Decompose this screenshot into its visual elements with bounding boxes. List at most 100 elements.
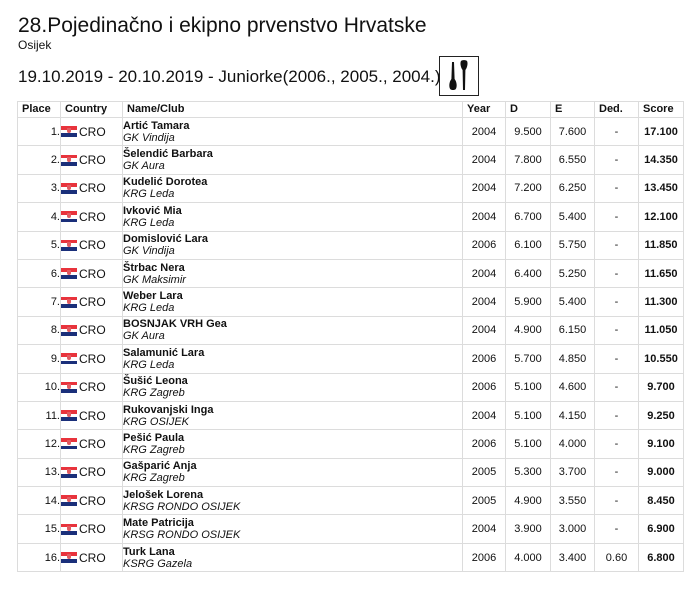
place-cell: 4. xyxy=(17,202,61,232)
deduction-cell: - xyxy=(594,514,639,544)
place-cell: 10. xyxy=(17,372,61,402)
d-score-cell: 5.100 xyxy=(505,372,551,402)
e-score-cell: 3.550 xyxy=(550,486,595,516)
name-club-cell: Pešić Paula KRG Zagreb xyxy=(122,429,463,459)
place-cell: 2. xyxy=(17,145,61,175)
place-cell: 14. xyxy=(17,486,61,516)
table-row: 4. CRO Ivković Mia KRG Leda 2004 6.700 5.400-1… xyxy=(17,202,684,232)
country-cell: CRO xyxy=(60,145,123,175)
club-name: KRG Leda xyxy=(123,302,175,315)
athlete-name: Jelošek Lorena xyxy=(123,488,204,501)
place-cell: 1. xyxy=(17,116,61,147)
d-score-cell: 4.900 xyxy=(505,315,551,346)
name-club-cell: Mate Patricija KRSG RONDO OSIJEK xyxy=(122,514,463,544)
table-row: 6. CRO Štrbac Nera GK Maksimir 2004 6.400 5.25… xyxy=(17,258,684,289)
table-row: 1. CRO Artić Tamara GK Vindija 2004 9.500 7.60… xyxy=(17,116,684,147)
competition-city: Osijek xyxy=(18,38,52,52)
croatia-flag-icon xyxy=(61,268,77,280)
column-header-d: D xyxy=(505,101,551,118)
name-club-cell: Domislović Lara GK Vindija xyxy=(122,230,463,260)
name-club-cell: Jelošek Lorena KRSG RONDO OSIJEK xyxy=(122,486,463,516)
name-club-cell: Ivković Mia KRG Leda xyxy=(122,202,463,232)
year-cell: 2005 xyxy=(462,457,506,488)
table-row: 9. CRO Salamunić Lara KRG Leda 2006 5.700 4.85… xyxy=(17,344,684,374)
e-score-cell: 3.000 xyxy=(550,514,595,544)
country-cell: CRO xyxy=(60,542,123,573)
country-code: CRO xyxy=(79,351,106,366)
d-score-cell: 4.000 xyxy=(505,542,551,573)
country-cell: CRO xyxy=(60,258,123,289)
country-code: CRO xyxy=(79,181,106,196)
place-cell: 15. xyxy=(17,514,61,544)
country-code: CRO xyxy=(79,522,106,537)
year-cell: 2006 xyxy=(462,429,506,459)
deduction-cell: - xyxy=(594,145,639,175)
column-header-year: Year xyxy=(462,101,506,118)
croatia-flag-icon xyxy=(61,154,77,166)
country-code: CRO xyxy=(79,266,106,281)
year-cell: 2004 xyxy=(462,202,506,232)
deduction-cell: - xyxy=(594,230,639,260)
club-name: KRG Zagreb xyxy=(123,387,185,400)
year-cell: 2004 xyxy=(462,145,506,175)
athlete-name: Ivković Mia xyxy=(123,204,182,217)
country-code: CRO xyxy=(79,380,106,395)
place-cell: 13. xyxy=(17,457,61,488)
croatia-flag-icon xyxy=(61,438,77,450)
athlete-name: Turk Lana xyxy=(123,545,175,558)
croatia-flag-icon xyxy=(61,239,77,251)
place-cell: 16. xyxy=(17,542,61,573)
name-club-cell: Salamunić Lara KRG Leda xyxy=(122,344,463,374)
e-score-cell: 6.150 xyxy=(550,315,595,346)
year-cell: 2006 xyxy=(462,230,506,260)
athlete-name: Salamunić Lara xyxy=(123,346,205,359)
athlete-name: Šušić Leona xyxy=(123,375,188,388)
year-cell: 2004 xyxy=(462,400,506,431)
year-cell: 2004 xyxy=(462,173,506,204)
athlete-name: Domislović Lara xyxy=(123,233,208,246)
country-cell: CRO xyxy=(60,344,123,374)
table-row: 12. CRO Pešić Paula KRG Zagreb 2006 5.100 4.00… xyxy=(17,429,684,459)
place-cell: 7. xyxy=(17,287,61,317)
club-name: KRG Leda xyxy=(123,216,175,229)
club-name: GK Vindija xyxy=(123,245,175,258)
total-score-cell: 9.700 xyxy=(638,372,684,402)
total-score-cell: 11.050 xyxy=(638,315,684,346)
total-score-cell: 9.000 xyxy=(638,457,684,488)
club-name: KSRG Gazela xyxy=(123,557,193,570)
croatia-flag-icon xyxy=(61,381,77,393)
d-score-cell: 5.100 xyxy=(505,400,551,431)
e-score-cell: 6.250 xyxy=(550,173,595,204)
place-cell: 11. xyxy=(17,400,61,431)
e-score-cell: 4.850 xyxy=(550,344,595,374)
place-cell: 12. xyxy=(17,429,61,459)
table-row: 15. CRO Mate Patricija KRSG RONDO OSIJEK 200… xyxy=(17,514,684,544)
name-club-cell: Šelendić Barbara GK Aura xyxy=(122,145,463,175)
club-name: KRG Zagreb xyxy=(123,472,185,485)
e-score-cell: 4.150 xyxy=(550,400,595,431)
d-score-cell: 6.700 xyxy=(505,202,551,232)
athlete-name: Štrbac Nera xyxy=(123,261,185,274)
country-cell: CRO xyxy=(60,457,123,488)
name-club-cell: Artić Tamara GK Vindija xyxy=(122,116,463,147)
total-score-cell: 17.100 xyxy=(638,116,684,147)
name-club-cell: Štrbac Nera GK Maksimir xyxy=(122,258,463,289)
country-cell: CRO xyxy=(60,116,123,147)
year-cell: 2004 xyxy=(462,514,506,544)
country-cell: CRO xyxy=(60,372,123,402)
athlete-name: BOSNJAK VRH Gea xyxy=(123,318,227,331)
country-cell: CRO xyxy=(60,173,123,204)
column-header-country: Country xyxy=(60,101,123,118)
deduction-cell: - xyxy=(594,429,639,459)
place-cell: 5. xyxy=(17,230,61,260)
column-header-name-club: Name/Club xyxy=(122,101,463,118)
club-name: KRG Leda xyxy=(123,188,175,201)
athlete-name: Gašparić Anja xyxy=(123,460,197,473)
clubs-icon xyxy=(439,56,479,96)
name-club-cell: Weber Lara KRG Leda xyxy=(122,287,463,317)
place-cell: 6. xyxy=(17,258,61,289)
place-cell: 3. xyxy=(17,173,61,204)
deduction-cell: - xyxy=(594,315,639,346)
country-cell: CRO xyxy=(60,287,123,317)
croatia-flag-icon xyxy=(61,410,77,422)
